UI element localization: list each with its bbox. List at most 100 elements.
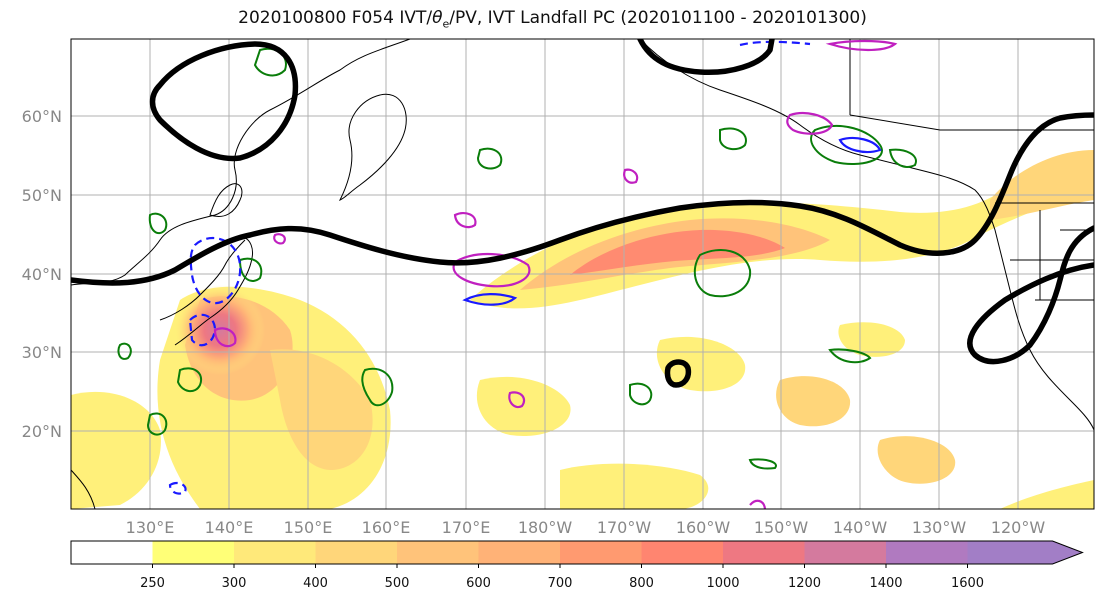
magenta-6: [623, 168, 639, 184]
pv-green-13: [238, 257, 263, 282]
colorbar-outline: [70, 540, 1084, 565]
title-prefix: 2020100800 F054 IVT/: [238, 8, 433, 28]
title-theta-sub: e: [442, 17, 450, 31]
lon-label: 170°W: [597, 518, 652, 537]
colorbar-segment: [71, 541, 153, 564]
black-contours: [71, 39, 1094, 388]
ivt-south-plume: [270, 349, 373, 470]
philippines-coast: [71, 469, 96, 509]
colorbar-segment: [723, 541, 805, 564]
pv-green-9: [476, 147, 503, 170]
graticule: [71, 39, 1094, 509]
black-contour-top: [637, 39, 775, 76]
map-border: [70, 38, 1095, 510]
title-suffix: /PV, IVT Landfall PC (2020101100 - 20201…: [449, 8, 867, 28]
ivt-blob-2: [656, 336, 746, 392]
lon-label: 150°W: [754, 518, 809, 537]
colorbar-tick-label: 1000: [706, 576, 739, 591]
colorbar-tick-label: 800: [629, 576, 654, 591]
pv-contours-green: [117, 47, 917, 470]
colorbar-segment: [234, 541, 316, 564]
pv-green-10: [719, 127, 747, 151]
magenta-contours: [213, 39, 898, 509]
pv-green-7: [629, 382, 653, 406]
pv-green-3: [361, 367, 394, 407]
black-contour-small: [664, 359, 692, 388]
hokkaido-coast: [209, 183, 243, 217]
north-america-coast: [639, 39, 1094, 431]
pv-green-5: [148, 212, 168, 235]
kamchatka-coast: [338, 93, 407, 201]
lon-label: 160°E: [362, 518, 411, 537]
lat-label: 50°N: [22, 186, 62, 205]
latitude-labels: 20°N 30°N 40°N 50°N 60°N: [22, 107, 62, 441]
colorbar-segment: [315, 541, 398, 564]
colorbar-extend-arrow: [967, 541, 1083, 564]
pv-green-15: [748, 458, 777, 470]
lon-label: 140°E: [205, 518, 254, 537]
colorbar-segment: [641, 541, 724, 564]
lat-label: 60°N: [22, 107, 62, 126]
colorbar-tick-label: 1200: [788, 576, 821, 591]
colorbar-tick-label: 600: [466, 576, 491, 591]
magenta-3: [453, 211, 477, 229]
ivt-se-corner: [1000, 480, 1094, 509]
pv-green-12: [888, 148, 917, 168]
magenta-5: [508, 391, 526, 409]
colorbar-segment: [397, 541, 479, 564]
black-contour-closed-east: [967, 225, 1094, 365]
lon-label: 130°E: [126, 518, 175, 537]
lon-label: 160°W: [676, 518, 731, 537]
colorbar-segment: [804, 541, 887, 564]
state-borders: [995, 202, 1094, 301]
black-contour-closed-nw: [149, 41, 299, 162]
colorbar-tick-label: 400: [303, 576, 328, 591]
map-title: 2020100800 F054 IVT/θe/PV, IVT Landfall …: [0, 8, 1105, 30]
lon-label: 120°W: [991, 518, 1046, 537]
lon-label: 140°W: [833, 518, 888, 537]
ivt-blob-6: [838, 322, 905, 357]
colorbar-tick-label: 1400: [869, 576, 902, 591]
ivt-blob-3: [776, 376, 851, 427]
lon-label: 130°W: [912, 518, 967, 537]
colorbar-tick-label: 500: [385, 576, 410, 591]
title-theta: θ: [432, 8, 443, 28]
blue-solid-2: [838, 136, 882, 154]
lon-label: 150°E: [284, 518, 333, 537]
ivt-colorbar: 250 300 400 500 600 700 800 1000 1200 1400 1600: [70, 540, 1084, 591]
pv-green-2: [693, 249, 752, 298]
ivt-sw-corner: [71, 391, 161, 509]
pv-green-14: [117, 342, 132, 360]
pv-green-11: [828, 348, 872, 364]
colorbar-segment: [478, 541, 561, 564]
colorbar-tick-label: 700: [548, 576, 573, 591]
colorbar-tick-label: 300: [222, 576, 247, 591]
lat-label: 20°N: [22, 422, 62, 441]
pv-green-8: [146, 412, 168, 436]
magenta-7: [825, 39, 898, 52]
magenta-4: [213, 327, 237, 348]
colorbar-segment: [886, 541, 968, 564]
colorbar-tick-label: 250: [140, 576, 165, 591]
ivt-fill-layer: [71, 150, 1094, 509]
black-contour-main: [71, 112, 1094, 286]
ivt-japan-core: [175, 285, 265, 375]
lat-label: 30°N: [22, 343, 62, 362]
japan-coast: [174, 237, 253, 346]
theta-contours-blue-solid: [462, 136, 882, 306]
asia-coast: [71, 39, 411, 286]
magenta-2: [786, 111, 834, 135]
longitude-labels: 130°E 140°E 150°E 160°E 170°E 180°W 170°W 160°W…: [126, 518, 1046, 537]
ivt-blob-4: [877, 436, 956, 484]
ivt-blob-1: [476, 376, 571, 436]
alaska-border: [849, 39, 1094, 131]
pv-green-4: [810, 125, 883, 166]
blue-dashed-3: [168, 481, 187, 495]
magenta-9: [273, 233, 286, 245]
lat-label: 40°N: [22, 265, 62, 284]
blue-dashed-4: [739, 40, 811, 47]
magenta-1: [452, 252, 531, 288]
colorbar-segment: [152, 541, 235, 564]
colorbar-tick-label: 1600: [951, 576, 984, 591]
